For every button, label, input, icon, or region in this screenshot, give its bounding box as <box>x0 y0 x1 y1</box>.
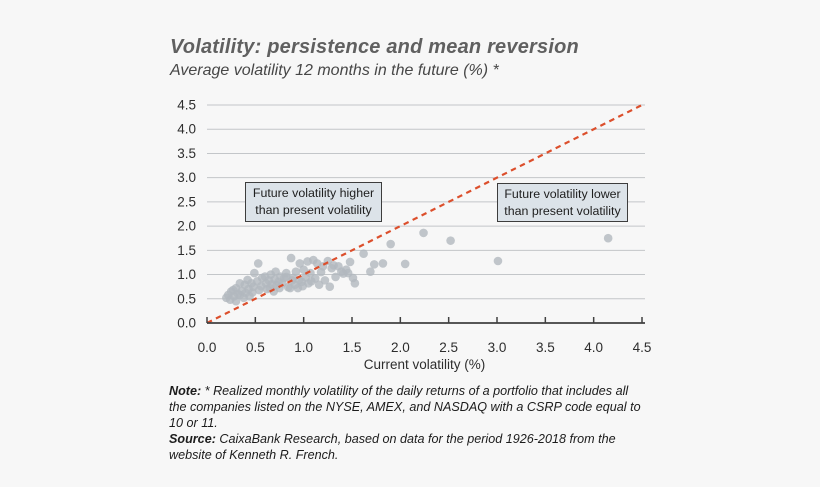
diagonal-reference-line <box>206 104 643 324</box>
data-point <box>299 265 308 275</box>
x-tick-label: 1.0 <box>294 340 313 355</box>
data-point <box>310 274 320 283</box>
y-tick-label: 2.5 <box>177 194 196 209</box>
annotation-future-volatility-higher: Future volatility higher than present vo… <box>245 182 382 222</box>
source-label: Source: <box>169 432 216 447</box>
data-point <box>325 282 335 291</box>
x-tick-label: 0.5 <box>246 340 265 355</box>
x-axis-title: Current volatility (%) <box>364 357 486 372</box>
data-point <box>603 233 613 243</box>
data-point <box>369 260 379 269</box>
x-tick-label: 2.5 <box>439 340 458 355</box>
y-tick-label: 3.5 <box>177 146 196 161</box>
chart-title: Volatility: persistence and mean reversi… <box>170 36 579 58</box>
data-point <box>286 253 296 263</box>
x-tick-label: 4.0 <box>584 340 603 355</box>
x-tick-label: 4.5 <box>633 340 652 355</box>
data-point <box>493 256 503 266</box>
data-point <box>419 228 428 238</box>
y-tick-label: 0.0 <box>177 316 196 331</box>
x-tick-label: 0.0 <box>198 340 217 355</box>
data-point <box>386 239 395 249</box>
data-point <box>359 249 368 259</box>
y-tick-label: 4.0 <box>177 122 196 137</box>
y-tick-label: 1.5 <box>177 243 196 258</box>
data-point <box>400 259 410 269</box>
data-point <box>345 257 355 267</box>
y-tick-label: 1.0 <box>177 267 196 282</box>
data-point <box>331 272 340 282</box>
x-tick-label: 3.5 <box>536 340 555 355</box>
data-point <box>446 236 455 245</box>
y-tick-label: 0.5 <box>177 291 196 306</box>
chart-subtitle: Average volatility 12 months in the futu… <box>170 62 499 79</box>
data-point <box>366 267 375 276</box>
x-tick-label: 1.5 <box>343 340 362 355</box>
data-point <box>350 278 360 288</box>
data-point <box>320 276 330 285</box>
note-label: Note: <box>169 384 202 398</box>
source-text: Source: CaixaBank Research, based on dat… <box>169 432 616 463</box>
data-point <box>291 267 301 276</box>
y-tick-label: 3.0 <box>177 170 196 185</box>
footnote: Note: * Realized monthly volatility of t… <box>169 383 647 464</box>
data-point <box>253 259 263 268</box>
data-point <box>250 268 259 278</box>
y-tick-label: 2.0 <box>177 219 196 234</box>
data-point <box>295 259 305 268</box>
y-tick-label: 4.5 <box>177 98 196 113</box>
note-text: Note: * Realized monthly volatility of t… <box>169 384 641 431</box>
data-point <box>378 259 388 268</box>
x-tick-label: 2.0 <box>391 340 410 355</box>
data-point <box>231 296 241 306</box>
x-tick-label: 3.0 <box>488 340 507 355</box>
annotation-future-volatility-lower: Future volatility lower than present vol… <box>497 183 628 222</box>
